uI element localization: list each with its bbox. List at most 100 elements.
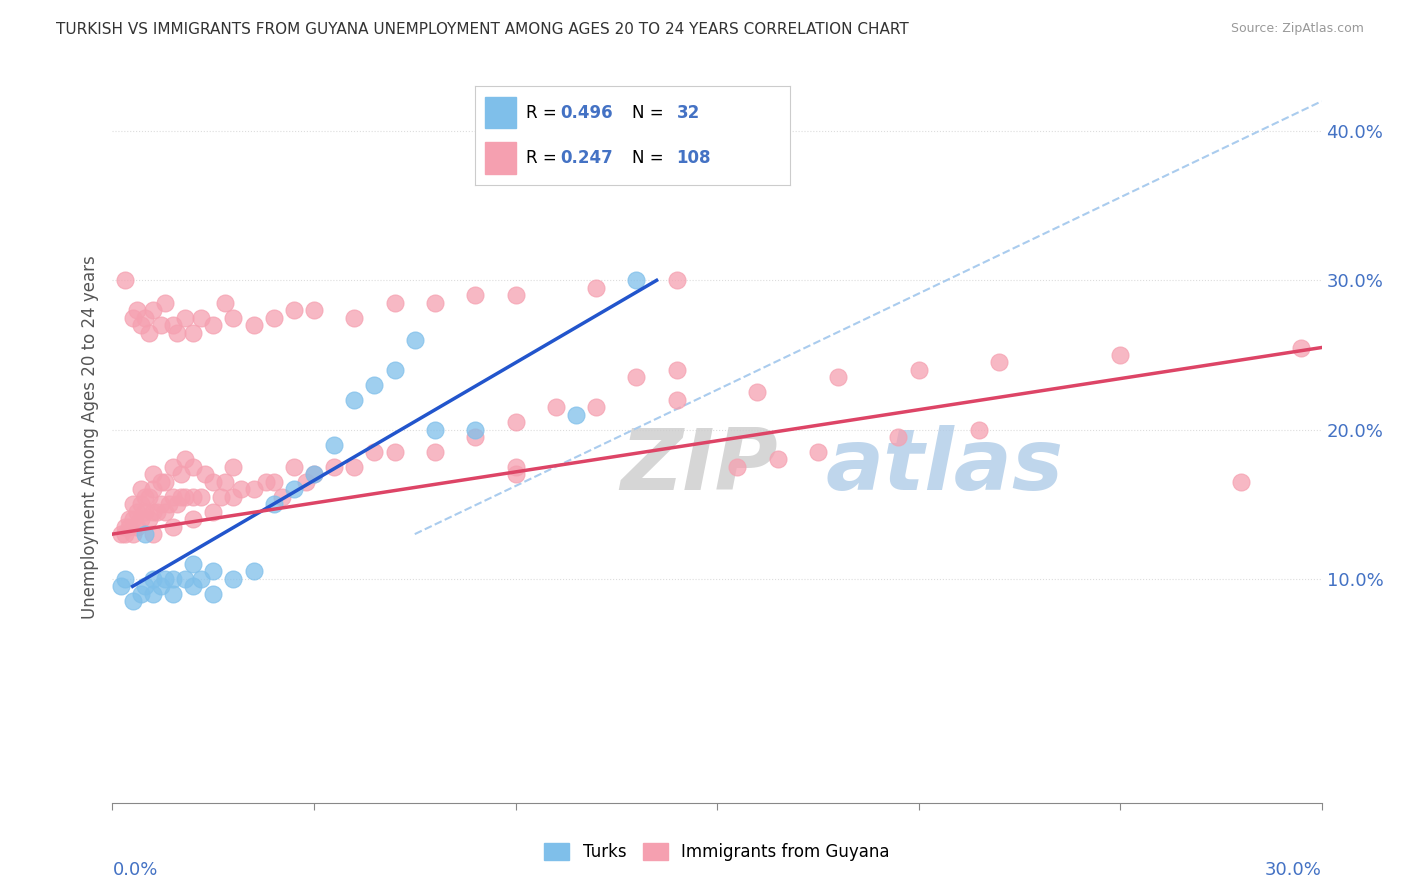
Point	[263, 310, 285, 325]
Point	[626, 273, 648, 287]
Point	[129, 512, 152, 526]
Point	[263, 475, 285, 489]
Point	[222, 490, 245, 504]
Point	[302, 303, 325, 318]
Point	[404, 333, 426, 347]
Point	[149, 475, 172, 489]
Point	[343, 310, 366, 325]
Point	[464, 423, 486, 437]
Point	[181, 579, 204, 593]
Point	[181, 490, 204, 504]
Point	[202, 475, 225, 489]
Point	[138, 512, 160, 526]
Point	[121, 310, 143, 325]
Point	[464, 430, 486, 444]
Point	[149, 579, 172, 593]
Point	[146, 505, 169, 519]
Point	[142, 483, 165, 497]
Point	[231, 483, 253, 497]
Legend: Turks, Immigrants from Guyana: Turks, Immigrants from Guyana	[537, 836, 897, 868]
Point	[162, 318, 184, 332]
Point	[142, 467, 165, 482]
Point	[110, 579, 132, 593]
Point	[214, 475, 236, 489]
Point	[190, 572, 212, 586]
Point	[174, 572, 197, 586]
Point	[242, 483, 264, 497]
Point	[242, 565, 264, 579]
Point	[121, 497, 143, 511]
Point	[117, 512, 139, 526]
Point	[174, 490, 197, 504]
Point	[202, 318, 225, 332]
Text: 30.0%: 30.0%	[1265, 862, 1322, 880]
Point	[505, 467, 527, 482]
Point	[585, 281, 607, 295]
Point	[125, 303, 148, 318]
Point	[544, 401, 567, 415]
Point	[505, 415, 527, 429]
Text: atlas: atlas	[825, 425, 1064, 508]
Point	[153, 572, 176, 586]
Point	[166, 326, 188, 340]
Point	[343, 459, 366, 474]
Point	[121, 512, 143, 526]
Point	[129, 318, 152, 332]
Point	[125, 505, 148, 519]
Point	[142, 587, 165, 601]
Point	[1230, 475, 1253, 489]
Point	[174, 310, 197, 325]
Text: TURKISH VS IMMIGRANTS FROM GUYANA UNEMPLOYMENT AMONG AGES 20 TO 24 YEARS CORRELA: TURKISH VS IMMIGRANTS FROM GUYANA UNEMPL…	[56, 22, 910, 37]
Point	[142, 505, 165, 519]
Point	[190, 310, 212, 325]
Point	[170, 467, 193, 482]
Point	[129, 587, 152, 601]
Point	[363, 377, 385, 392]
Point	[464, 288, 486, 302]
Y-axis label: Unemployment Among Ages 20 to 24 years: Unemployment Among Ages 20 to 24 years	[80, 255, 98, 619]
Point	[807, 445, 830, 459]
Point	[1109, 348, 1132, 362]
Point	[323, 459, 346, 474]
Point	[270, 490, 292, 504]
Point	[887, 430, 910, 444]
Point	[585, 401, 607, 415]
Point	[263, 497, 285, 511]
Point	[363, 445, 385, 459]
Point	[174, 452, 197, 467]
Point	[142, 572, 165, 586]
Point	[725, 459, 748, 474]
Point	[114, 273, 136, 287]
Point	[214, 295, 236, 310]
Point	[149, 497, 172, 511]
Point	[202, 565, 225, 579]
Point	[302, 467, 325, 482]
Point	[142, 303, 165, 318]
Point	[121, 527, 143, 541]
Point	[1291, 341, 1313, 355]
Point	[665, 273, 688, 287]
Point	[222, 572, 245, 586]
Point	[343, 392, 366, 407]
Point	[747, 385, 769, 400]
Point	[114, 572, 136, 586]
Point	[423, 295, 446, 310]
Point	[423, 445, 446, 459]
Point	[153, 505, 176, 519]
Point	[665, 363, 688, 377]
Point	[626, 370, 648, 384]
Text: Source: ZipAtlas.com: Source: ZipAtlas.com	[1230, 22, 1364, 36]
Point	[153, 295, 176, 310]
Point	[162, 459, 184, 474]
Point	[129, 483, 152, 497]
Point	[194, 467, 217, 482]
Point	[295, 475, 318, 489]
Point	[110, 527, 132, 541]
Point	[505, 288, 527, 302]
Point	[138, 326, 160, 340]
Point	[162, 572, 184, 586]
Point	[222, 310, 245, 325]
Point	[323, 437, 346, 451]
Point	[190, 490, 212, 504]
Point	[134, 527, 156, 541]
